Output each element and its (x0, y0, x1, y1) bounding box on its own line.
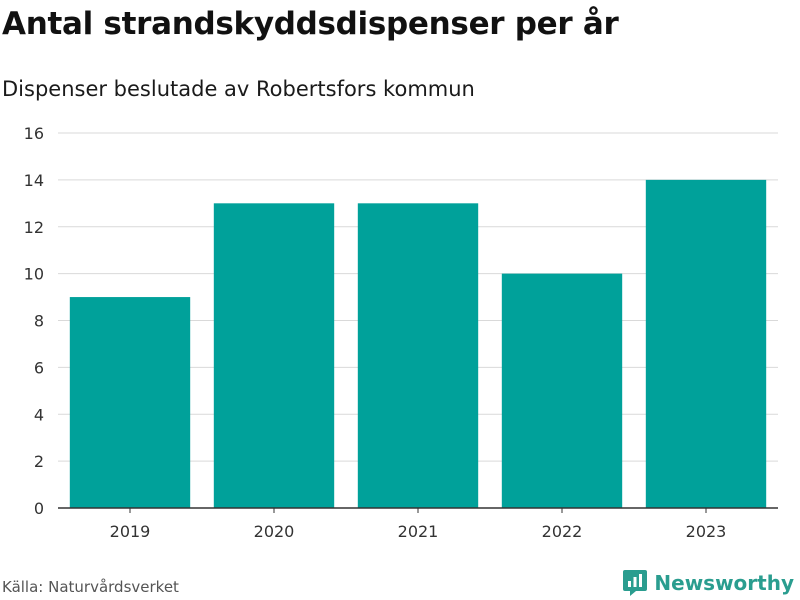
y-tick-label: 6 (34, 358, 44, 377)
chart-title: Antal strandskyddsdispenser per år (2, 6, 619, 42)
brand-logo: Newsworthy (622, 569, 794, 597)
bar-2022 (501, 273, 623, 508)
y-tick-label: 16 (24, 124, 44, 143)
y-tick-label: 4 (34, 405, 44, 424)
x-tick-label: 2022 (542, 522, 583, 541)
y-tick-label: 10 (24, 265, 44, 284)
x-tick-label: 2023 (686, 522, 727, 541)
bars (69, 179, 767, 508)
source-note: Källa: Naturvårdsverket (2, 578, 179, 596)
y-tick-label: 12 (24, 218, 44, 237)
newsworthy-logo-icon (623, 570, 648, 596)
bar-2023 (645, 179, 767, 508)
y-tick-label: 8 (34, 312, 44, 331)
bar-2021 (357, 203, 479, 508)
y-tick-label: 14 (24, 171, 44, 190)
bar-2019 (69, 297, 191, 508)
axes: 0 2 4 6 8 10 12 14 16 2019 2020 2021 2022 2023 (24, 124, 778, 541)
y-tick-label: 2 (34, 452, 44, 471)
brand-name: Newsworthy (654, 571, 794, 595)
chart-subtitle: Dispenser beslutade av Robertsfors kommu… (2, 77, 475, 101)
x-tick-label: 2021 (398, 522, 439, 541)
y-tick-label: 0 (34, 499, 44, 518)
x-tick-label: 2020 (254, 522, 295, 541)
x-tick-label: 2019 (110, 522, 151, 541)
bar-2020 (213, 203, 335, 508)
